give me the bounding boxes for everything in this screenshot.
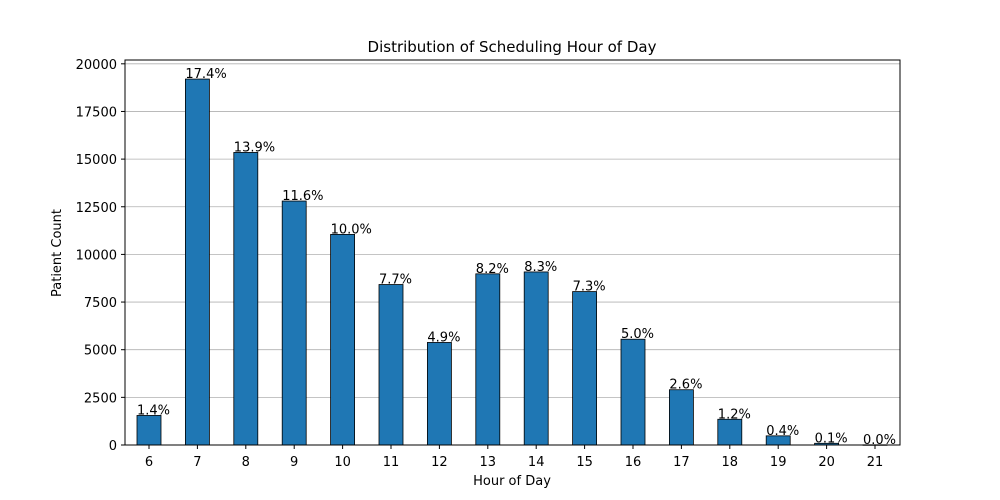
bar-12 (426, 342, 452, 446)
x-tick-label: 9 (290, 455, 298, 470)
bars (136, 78, 888, 446)
x-tick-label: 20 (818, 455, 835, 470)
data-label-14: 8.3% (524, 260, 557, 275)
data-label-6: 1.4% (137, 403, 170, 418)
data-label-12: 4.9% (427, 330, 460, 345)
data-label-10: 10.0% (331, 222, 372, 237)
x-tick-label: 12 (431, 455, 448, 470)
x-tick-label: 8 (242, 455, 250, 470)
bar-16 (620, 338, 646, 446)
y-tick-label: 12500 (76, 201, 117, 216)
x-tick-label: 21 (867, 455, 884, 470)
x-tick-label: 6 (145, 455, 153, 470)
data-label-21: 0.0% (863, 433, 896, 448)
x-tick-label: 16 (625, 455, 642, 470)
x-axis-label: Hour of Day (473, 474, 551, 489)
bar-14 (523, 271, 549, 446)
x-axis: 6 7 8 9 10 11 12 13 14 15 16 17 18 19 20 21 (145, 445, 883, 470)
y-tick-label: 7500 (84, 296, 117, 311)
data-labels: 1.4% 17.4% 13.9% 11.6% 10.0% 7.7% 4.9% 8.2% 8.3%… (137, 67, 896, 448)
bar-13 (475, 273, 501, 446)
data-label-16: 5.0% (621, 327, 654, 342)
plot-frame (124, 59, 901, 446)
bar-6 (136, 415, 162, 446)
x-tick-label: 7 (193, 455, 201, 470)
data-label-8: 13.9% (234, 140, 275, 155)
bar-18 (717, 418, 743, 446)
bar-8 (233, 152, 259, 446)
y-tick-label: 15000 (76, 153, 117, 168)
x-tick-label: 11 (383, 455, 400, 470)
x-tick-label: 13 (480, 455, 497, 470)
bar-11 (378, 284, 404, 446)
y-tick-label: 5000 (84, 344, 117, 359)
data-label-19: 0.4% (766, 424, 799, 439)
data-label-11: 7.7% (379, 273, 412, 288)
chart-title: Distribution of Scheduling Hour of Day (368, 38, 657, 56)
bar-15 (572, 291, 597, 446)
y-tick-label: 2500 (84, 391, 117, 406)
bar-10 (330, 233, 356, 446)
data-label-18: 1.2% (718, 407, 751, 422)
x-tick-label: 17 (673, 455, 690, 470)
data-label-9: 11.6% (282, 189, 323, 204)
data-label-17: 2.6% (669, 378, 702, 393)
y-axis-label: Patient Count (50, 209, 65, 297)
y-tick-label: 0 (109, 439, 117, 454)
bar-17 (669, 389, 694, 446)
bar-7 (184, 78, 210, 446)
y-tick-label: 10000 (76, 248, 117, 263)
y-tick-label: 20000 (76, 58, 117, 73)
data-label-15: 7.3% (573, 280, 606, 295)
data-label-7: 17.4% (185, 67, 226, 82)
x-tick-label: 19 (770, 455, 787, 470)
x-tick-label: 14 (528, 455, 545, 470)
data-label-20: 0.1% (815, 431, 848, 446)
x-tick-label: 18 (722, 455, 739, 470)
y-tick-label: 17500 (76, 105, 117, 120)
x-tick-label: 15 (576, 455, 593, 470)
y-axis: 0 2500 5000 7500 10000 12500 15000 17500 20000 (76, 58, 125, 454)
x-tick-label: 10 (334, 455, 351, 470)
data-label-13: 8.2% (476, 262, 509, 277)
bar-9 (281, 200, 307, 446)
